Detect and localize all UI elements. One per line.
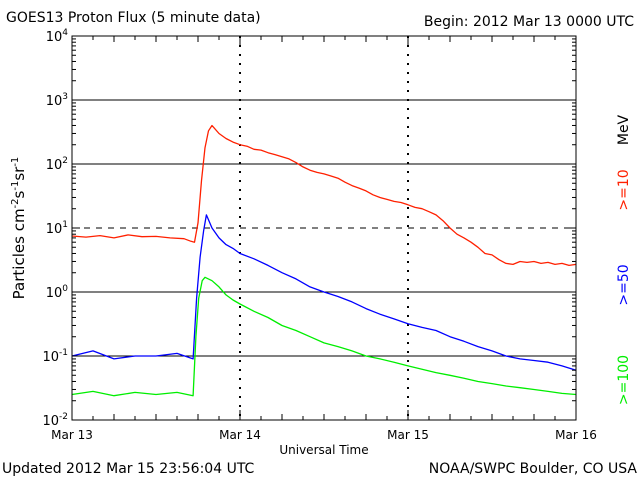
credit-text: NOAA/SWPC Boulder, CO USA — [429, 461, 638, 477]
x-tick-label: Mar 14 — [219, 428, 261, 442]
series-ge50 — [71, 214, 577, 371]
y-tick-exponent: 2 — [62, 156, 68, 166]
data-series — [71, 124, 577, 397]
y-tick-base: 10 — [42, 414, 59, 429]
axis-ticks — [71, 36, 577, 421]
y-tick-exponent: -2 — [59, 412, 68, 422]
series-line — [71, 276, 577, 397]
x-tick-labels: Mar 13 Mar 14 Mar 15 Mar 16 — [51, 428, 597, 442]
y-tick-base: 10 — [46, 222, 63, 237]
legend-ge100: >=100 — [616, 355, 632, 405]
chart-title: GOES13 Proton Flux (5 minute data) — [6, 10, 261, 26]
y-tick-exponent: 0 — [62, 284, 68, 294]
y-axis-exp1: -2 — [10, 198, 21, 208]
x-axis-title: Universal Time — [279, 443, 368, 457]
plot-frame — [71, 35, 577, 421]
y-tick-exponent: 3 — [62, 92, 68, 102]
x-tick-label: Mar 13 — [51, 428, 93, 442]
y-axis-title-part1: Particles cm — [10, 208, 28, 299]
gridlines — [72, 36, 576, 420]
y-tick-base: 10 — [42, 350, 59, 365]
series-line — [71, 124, 577, 267]
series-ge10 — [71, 124, 577, 267]
y-tick-label: 102 — [46, 156, 68, 173]
y-axis-title-part3: sr — [10, 166, 28, 181]
y-tick-base: 10 — [46, 94, 63, 109]
updated-timestamp: Updated 2012 Mar 15 23:56:04 UTC — [2, 461, 255, 477]
legend-ge50: >=50 — [616, 264, 632, 305]
y-axis-title-part2: s — [10, 190, 28, 198]
y-tick-base: 10 — [46, 158, 63, 173]
y-axis-title: Particles cm-2s-1sr-1 — [10, 157, 28, 300]
series-ge100 — [71, 276, 577, 397]
y-tick-label: 100 — [46, 284, 69, 301]
y-tick-base: 10 — [46, 30, 63, 45]
series-line — [71, 214, 577, 371]
y-tick-label: 10-1 — [42, 348, 68, 365]
begin-date: Begin: 2012 Mar 13 0000 UTC — [424, 14, 634, 30]
y-axis-exp3: -1 — [10, 157, 21, 167]
legend-ge10: >=10 — [616, 169, 632, 210]
y-tick-label: 104 — [46, 28, 69, 45]
y-tick-exponent: 1 — [62, 220, 68, 230]
y-tick-exponent: 4 — [62, 28, 68, 38]
y-axis-exp2: -1 — [10, 181, 21, 191]
x-tick-label: Mar 16 — [555, 428, 597, 442]
y-tick-label: 101 — [46, 220, 68, 237]
energy-unit-label: MeV — [616, 114, 632, 145]
y-tick-base: 10 — [46, 286, 63, 301]
x-tick-label: Mar 15 — [387, 428, 429, 442]
y-tick-label: 10-2 — [42, 412, 68, 429]
y-tick-exponent: -1 — [59, 348, 68, 358]
y-tick-label: 103 — [46, 92, 68, 109]
